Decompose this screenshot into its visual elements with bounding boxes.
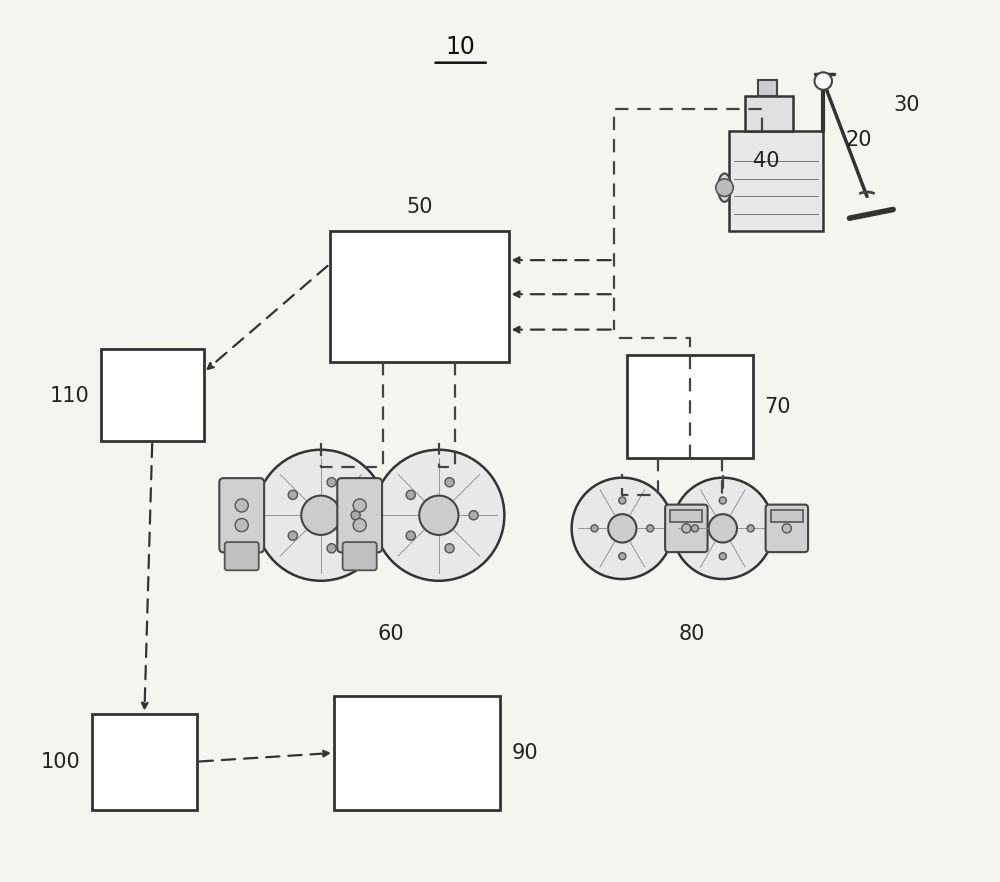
FancyBboxPatch shape xyxy=(771,510,803,522)
Circle shape xyxy=(301,496,341,534)
Circle shape xyxy=(327,543,336,553)
Text: 10: 10 xyxy=(446,34,476,59)
Circle shape xyxy=(419,496,459,534)
Circle shape xyxy=(353,499,366,512)
Circle shape xyxy=(782,524,791,533)
Circle shape xyxy=(255,450,386,580)
Text: 110: 110 xyxy=(50,385,89,406)
FancyBboxPatch shape xyxy=(225,542,259,571)
FancyBboxPatch shape xyxy=(92,714,197,810)
FancyBboxPatch shape xyxy=(745,96,793,131)
FancyBboxPatch shape xyxy=(219,478,264,552)
Text: 80: 80 xyxy=(679,624,705,645)
Circle shape xyxy=(288,490,297,499)
Circle shape xyxy=(608,514,637,542)
Text: 70: 70 xyxy=(765,397,791,417)
Circle shape xyxy=(406,490,415,499)
Circle shape xyxy=(719,497,726,504)
Circle shape xyxy=(591,525,598,532)
Circle shape xyxy=(406,531,415,541)
FancyBboxPatch shape xyxy=(334,696,500,810)
Circle shape xyxy=(682,524,691,533)
FancyBboxPatch shape xyxy=(766,505,808,552)
Circle shape xyxy=(619,497,626,504)
Circle shape xyxy=(327,478,336,487)
Circle shape xyxy=(288,531,297,541)
Text: 90: 90 xyxy=(511,743,538,763)
Circle shape xyxy=(469,511,478,519)
Circle shape xyxy=(716,179,733,197)
FancyBboxPatch shape xyxy=(343,542,377,571)
FancyBboxPatch shape xyxy=(337,478,382,552)
Circle shape xyxy=(235,519,248,532)
Text: 40: 40 xyxy=(753,152,780,171)
Ellipse shape xyxy=(718,174,731,202)
Circle shape xyxy=(235,499,248,512)
Circle shape xyxy=(691,525,698,532)
Text: 50: 50 xyxy=(406,198,433,217)
Circle shape xyxy=(445,543,454,553)
FancyBboxPatch shape xyxy=(665,505,708,552)
Circle shape xyxy=(647,525,654,532)
Text: 30: 30 xyxy=(893,94,920,115)
FancyBboxPatch shape xyxy=(330,231,509,363)
Circle shape xyxy=(351,511,360,519)
Circle shape xyxy=(619,553,626,560)
Text: 60: 60 xyxy=(377,624,404,645)
Circle shape xyxy=(815,72,832,90)
Circle shape xyxy=(373,450,504,580)
FancyBboxPatch shape xyxy=(729,131,823,231)
Circle shape xyxy=(445,478,454,487)
Text: 100: 100 xyxy=(41,751,81,772)
FancyBboxPatch shape xyxy=(758,80,777,96)
Circle shape xyxy=(709,514,737,542)
Circle shape xyxy=(747,525,754,532)
Circle shape xyxy=(672,478,773,579)
FancyBboxPatch shape xyxy=(627,355,753,459)
Circle shape xyxy=(572,478,673,579)
FancyBboxPatch shape xyxy=(101,349,204,441)
Text: 20: 20 xyxy=(845,130,872,150)
Circle shape xyxy=(353,519,366,532)
Circle shape xyxy=(719,553,726,560)
FancyBboxPatch shape xyxy=(670,510,702,522)
